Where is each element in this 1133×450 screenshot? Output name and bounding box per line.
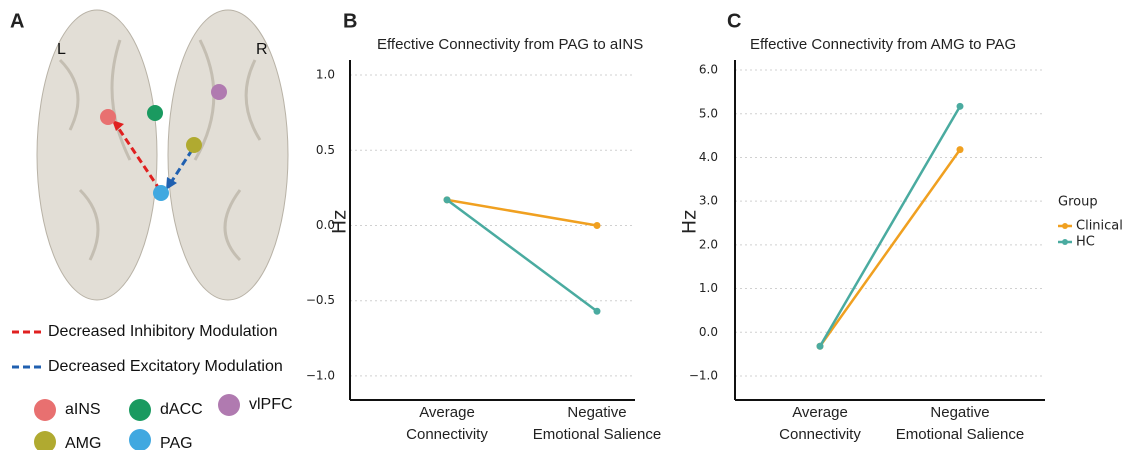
y-tick-label: 2.0 <box>699 237 718 251</box>
y-tick-label: 5.0 <box>699 106 718 120</box>
point <box>594 308 601 315</box>
legend-key <box>1062 239 1068 245</box>
chart-title: Effective Connectivity from PAG to aINS <box>377 36 643 53</box>
y-tick-label: −0.5 <box>306 293 335 307</box>
point <box>444 196 451 203</box>
node <box>100 109 116 125</box>
legend-label: Decreased Inhibitory Modulation <box>48 323 277 340</box>
y-axis-label: Hz <box>679 210 701 234</box>
panel-a: A L R Decreased Inhibitory Modulation De… <box>10 10 293 450</box>
y-tick-label: −1.0 <box>689 368 718 382</box>
legend-title: Group <box>1058 195 1098 210</box>
point <box>957 146 964 153</box>
y-tick-label: 3.0 <box>699 194 718 208</box>
hemisphere <box>168 10 288 300</box>
node-key <box>34 431 56 450</box>
node-key <box>218 394 240 416</box>
node-key <box>34 399 56 421</box>
chart-title: Effective Connectivity from AMG to PAG <box>750 36 1016 53</box>
side-label: L <box>57 41 66 58</box>
node-label: aINS <box>65 401 101 418</box>
node-label: vlPFC <box>249 396 293 413</box>
point <box>594 222 601 229</box>
series-line <box>820 150 960 347</box>
y-tick-label: 0.0 <box>699 325 718 339</box>
legend-key <box>1062 223 1068 229</box>
node <box>211 84 227 100</box>
legend-label: Clinical <box>1076 219 1123 234</box>
series-line <box>447 200 597 226</box>
point <box>957 103 964 110</box>
y-tick-label: 6.0 <box>699 63 718 77</box>
node <box>153 185 169 201</box>
y-tick-label: 0.0 <box>316 218 335 232</box>
y-tick-label: 1.0 <box>699 281 718 295</box>
node-label: PAG <box>160 435 193 450</box>
panel-label: B <box>343 10 357 32</box>
node-label: dACC <box>160 401 203 418</box>
node-label: AMG <box>65 435 101 450</box>
side-label: R <box>256 41 268 58</box>
series-line <box>820 106 960 346</box>
panel-label: C <box>727 10 741 32</box>
figure: A L R Decreased Inhibitory Modulation De… <box>0 0 1133 450</box>
node-key <box>129 429 151 450</box>
y-tick-label: 0.5 <box>316 143 335 157</box>
node <box>147 105 163 121</box>
legend-label: HC <box>1076 235 1095 250</box>
hemisphere <box>37 10 157 300</box>
series-line <box>447 200 597 311</box>
y-tick-label: −1.0 <box>306 368 335 382</box>
node-key <box>129 399 151 421</box>
point <box>817 343 824 350</box>
node <box>186 137 202 153</box>
y-tick-label: 1.0 <box>316 68 335 82</box>
legend-label: Decreased Excitatory Modulation <box>48 358 283 375</box>
panel-label: A <box>10 10 24 32</box>
y-tick-label: 4.0 <box>699 150 718 164</box>
